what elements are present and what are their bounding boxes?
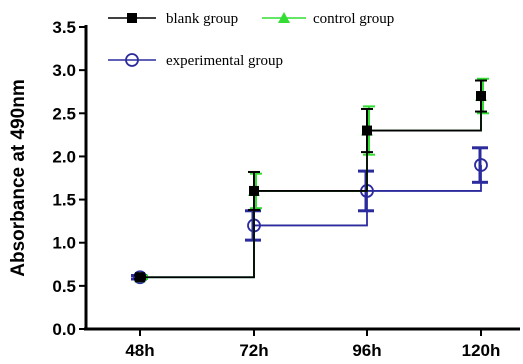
y-tick-label: 3.0 — [52, 61, 76, 80]
y-tick-label: 2.5 — [52, 104, 76, 123]
legend: blank group control group experimental gro… — [108, 11, 394, 69]
data-point — [362, 125, 372, 136]
legend-marker-blank — [127, 13, 137, 23]
x-tick-label: 120h — [462, 341, 501, 360]
data-point — [249, 185, 259, 196]
x-tick-label: 48h — [125, 341, 154, 360]
series-line — [140, 96, 482, 279]
y-tick-label: 2.0 — [52, 147, 76, 166]
x-tick-label: 96h — [352, 341, 381, 360]
y-tick-label: 0.0 — [52, 320, 76, 339]
data-point — [474, 158, 488, 172]
axes: 0.0 0.5 1.0 1.5 2.0 2.5 3.0 3.5 48h 72h 96h 120h — [52, 18, 520, 360]
legend-label-experimental: experimental group — [166, 53, 283, 69]
legend-marker-control — [278, 12, 290, 23]
legend-marker-experimental — [125, 53, 139, 67]
x-tick-label: 72h — [239, 341, 268, 360]
legend-label-control: control group — [313, 11, 394, 27]
y-tick-label: 1.0 — [52, 234, 76, 253]
series-blank-group — [134, 79, 487, 283]
y-axis-title: Absorbance at 490nm — [8, 79, 29, 276]
y-tick-label: 0.5 — [52, 277, 76, 296]
series-line — [140, 96, 482, 279]
y-tick-label: 3.5 — [52, 18, 76, 37]
series-control-group — [134, 77, 489, 283]
data-point — [135, 272, 145, 283]
y-tick-label: 1.5 — [52, 191, 76, 210]
data-point — [476, 91, 486, 102]
series-layer — [131, 77, 489, 285]
legend-label-blank: blank group — [166, 11, 238, 27]
series-line — [140, 165, 482, 279]
series-experimental-group — [131, 146, 488, 285]
